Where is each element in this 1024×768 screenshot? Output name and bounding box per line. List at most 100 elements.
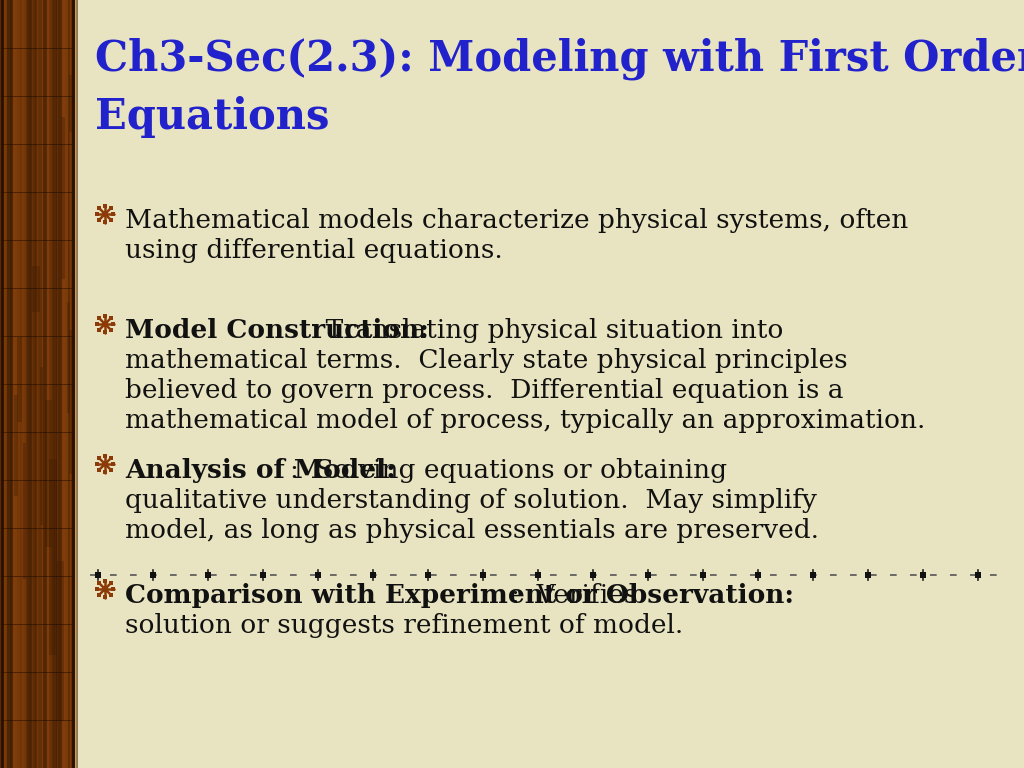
Bar (53, 0, 57, 768)
Bar (55, 0, 60, 768)
Bar (97, 593, 101, 597)
Bar (95, 322, 99, 326)
Bar (16, 0, 17, 768)
Bar (61, 118, 65, 279)
Bar (40, 366, 43, 525)
Bar (6, 0, 10, 768)
Bar (865, 572, 871, 578)
Bar (54, 0, 59, 768)
Bar (102, 211, 108, 217)
Bar (38, 0, 40, 768)
Text: Analysis of Model:: Analysis of Model: (125, 458, 395, 483)
Bar (102, 461, 108, 467)
Bar (56, 0, 60, 768)
Bar (102, 321, 108, 327)
Bar (34, 0, 36, 768)
Bar (32, 0, 37, 768)
Bar (50, 0, 51, 768)
Bar (13, 0, 16, 768)
Bar (33, 0, 36, 768)
Bar (39, 0, 42, 768)
Bar (14, 396, 17, 495)
Bar (70, 330, 75, 474)
Bar (103, 330, 106, 334)
Bar (109, 328, 113, 332)
Bar (111, 322, 115, 326)
Bar (57, 0, 62, 768)
Bar (40, 0, 45, 768)
Bar (68, 302, 70, 413)
Bar (72, 0, 76, 768)
Bar (97, 316, 101, 320)
Bar (109, 217, 113, 222)
Bar (97, 207, 101, 210)
Text: Equations: Equations (95, 96, 330, 138)
Bar (15, 0, 17, 768)
Bar (35, 0, 36, 768)
Text: model, as long as physical essentials are preserved.: model, as long as physical essentials ar… (125, 518, 819, 543)
Bar (425, 572, 431, 578)
Bar (60, 0, 63, 768)
Bar (103, 314, 106, 318)
Bar (97, 468, 101, 472)
Bar (103, 454, 106, 458)
Bar (109, 316, 113, 320)
Bar (35, 0, 39, 768)
Bar (32, 0, 33, 768)
Bar (32, 266, 40, 312)
Bar (95, 587, 99, 591)
Bar (36, 0, 39, 768)
Bar (700, 572, 706, 578)
Bar (39, 0, 43, 768)
Bar (20, 0, 22, 768)
Text: mathematical terms.  Clearly state physical principles: mathematical terms. Clearly state physic… (125, 348, 848, 373)
Bar (62, 0, 65, 768)
Bar (28, 0, 29, 768)
Bar (97, 581, 101, 585)
Bar (102, 586, 108, 592)
Bar (31, 0, 35, 768)
Bar (590, 572, 596, 578)
Bar (315, 572, 321, 578)
Bar (68, 0, 70, 768)
Bar (975, 572, 981, 578)
Bar (103, 579, 106, 583)
Bar (103, 595, 106, 599)
Bar (109, 207, 113, 210)
Bar (5, 0, 9, 768)
Bar (111, 462, 115, 466)
Bar (111, 587, 115, 591)
Text: Model Construction:: Model Construction: (125, 318, 429, 343)
Bar (27, 0, 28, 768)
Bar (535, 572, 541, 578)
Text: believed to govern process.  Differential equation is a: believed to govern process. Differential… (125, 378, 844, 403)
Text: using differential equations.: using differential equations. (125, 238, 503, 263)
Bar (24, 443, 26, 579)
Bar (52, 0, 54, 768)
Bar (109, 593, 113, 597)
Bar (111, 212, 115, 216)
Bar (920, 572, 926, 578)
Bar (49, 459, 57, 655)
Bar (755, 572, 761, 578)
Bar (97, 217, 101, 222)
Bar (109, 581, 113, 585)
Bar (38, 0, 40, 768)
Bar (58, 0, 59, 768)
Bar (103, 204, 106, 208)
Bar (51, 0, 52, 768)
Text: :  Verifies: : Verifies (511, 583, 637, 608)
Bar (69, 0, 70, 768)
Text: Mathematical models characterize physical systems, often: Mathematical models characterize physica… (125, 208, 908, 233)
Bar (43, 0, 47, 768)
Bar (54, 0, 55, 768)
Bar (74, 0, 78, 768)
Bar (103, 470, 106, 474)
Bar (28, 0, 33, 768)
Bar (97, 328, 101, 332)
Text: mathematical model of process, typically an approximation.: mathematical model of process, typically… (125, 408, 926, 433)
Bar (28, 0, 33, 768)
Bar (69, 75, 73, 132)
Bar (17, 0, 20, 768)
Bar (47, 0, 51, 768)
